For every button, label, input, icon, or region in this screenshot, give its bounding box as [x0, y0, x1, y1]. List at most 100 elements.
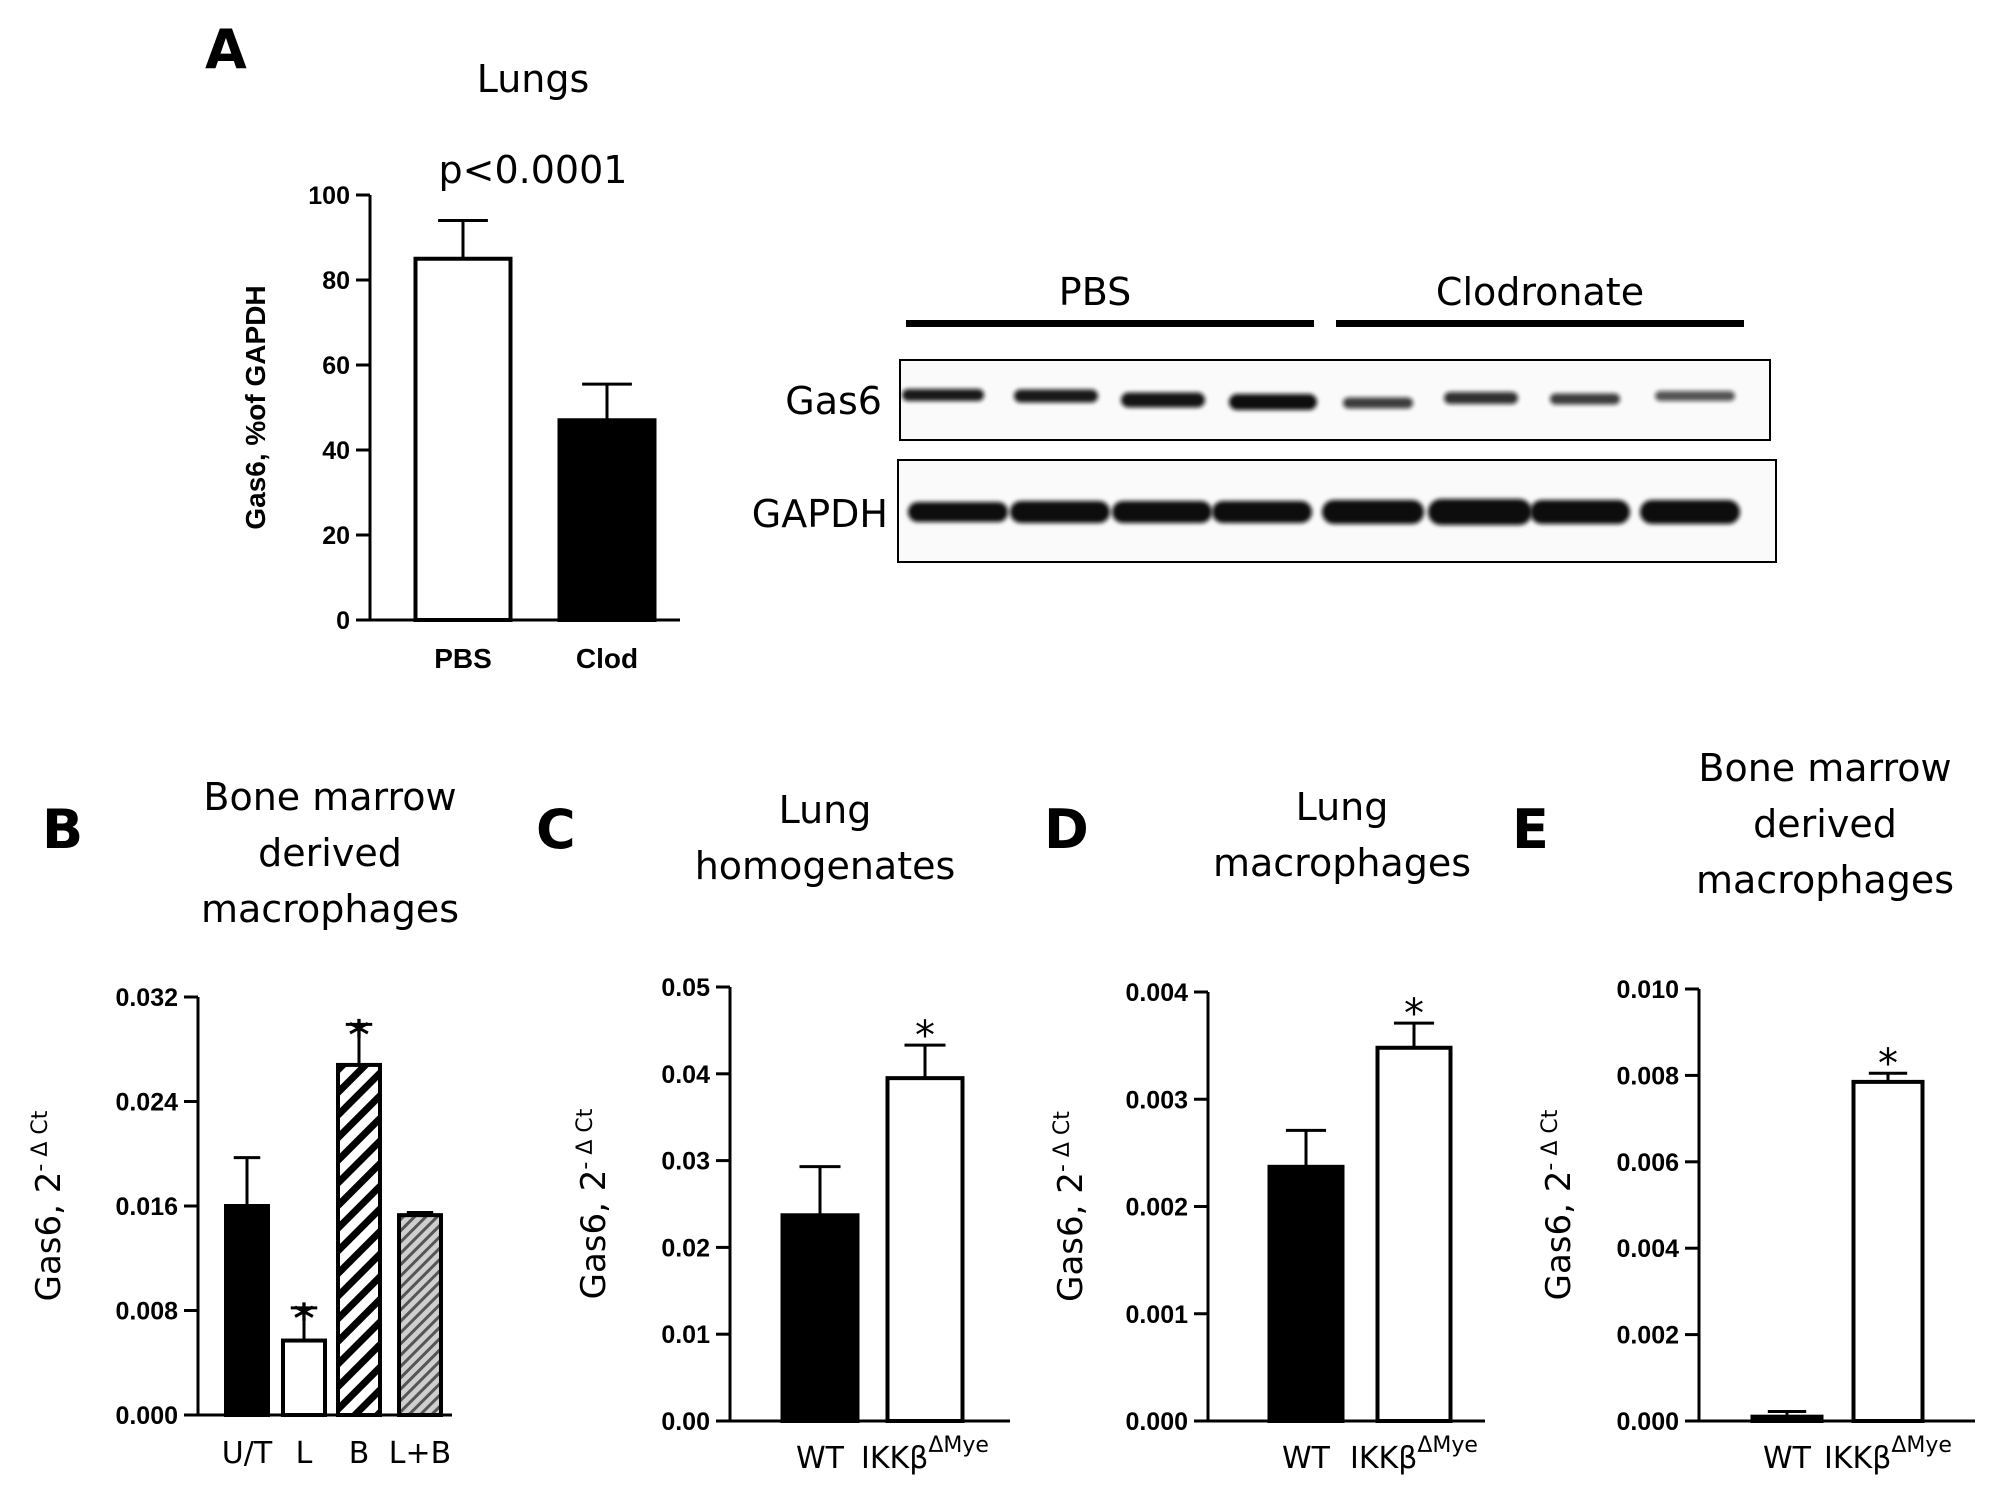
bar [224, 1204, 270, 1417]
gapdh-band [1640, 500, 1740, 524]
y-tick-label: 0.010 [1616, 976, 1679, 1004]
gas6-band [1343, 397, 1413, 409]
x-category-label: Clod [576, 643, 638, 674]
y-tick-label: 100 [308, 182, 350, 210]
chart-title: Bone marrow [203, 775, 456, 819]
x-category-label: IKKβΔMye [1824, 1433, 1952, 1476]
y-axis-label: Gas6, %of GAPDH [240, 285, 271, 529]
panel-letter-e: E [1512, 798, 1549, 861]
bar [1375, 1045, 1453, 1424]
chart-panel-a: Lungs p<0.0001 0 20 40 60 80 100 Gas6, %of GAPDH… [240, 57, 680, 674]
blot-bands [902, 389, 1740, 525]
blot-group-bar [906, 320, 1314, 327]
blot-group-label: PBS [1059, 270, 1131, 314]
y-tick-label: 60 [322, 352, 350, 380]
gapdh-band [1212, 501, 1312, 523]
western-blot: PBS Clodronate Gas6 GAPDH [752, 270, 1777, 563]
chart-title: macrophages [201, 887, 459, 931]
y-axis-label: Gas6, 2- Δ Ct [1050, 1111, 1091, 1302]
gas6-band [1121, 392, 1205, 408]
panel-letter-c: C [536, 798, 576, 861]
bar [413, 256, 513, 622]
gapdh-band [1530, 500, 1630, 524]
x-category-label: U/T [222, 1436, 273, 1471]
blot-group-bar [1336, 320, 1744, 327]
blot-row-label: Gas6 [785, 379, 882, 423]
y-tick-label: 0.000 [115, 1402, 178, 1430]
y-tick-label: 0.003 [1125, 1086, 1188, 1114]
chart-panel-e: Bone marrow derived macrophages 0.000 0.002 0… [1538, 746, 1975, 1476]
chart-title: macrophages [1213, 841, 1471, 885]
y-axis-label: Gas6, 2- Δ Ct [573, 1108, 614, 1299]
blot-row-label: GAPDH [752, 492, 888, 536]
y-tick-label: 0.024 [115, 1089, 178, 1117]
gas6-band [1550, 393, 1620, 405]
chart-title: derived [1753, 802, 1897, 846]
gas6-band [1014, 389, 1098, 403]
p-value-annotation: p<0.0001 [439, 148, 628, 192]
bar [397, 1213, 443, 1418]
bar [281, 1338, 327, 1417]
y-tick-label: 0 [336, 607, 350, 635]
y-tick-label: 0.00 [661, 1408, 710, 1436]
y-tick-label: 0.001 [1125, 1301, 1188, 1329]
bar [557, 418, 657, 622]
y-tick-label: 0.032 [115, 984, 178, 1012]
y-tick-label: 0.02 [661, 1234, 710, 1262]
x-category-label: IKKβΔMye [1350, 1433, 1478, 1476]
x-category-label: L+B [389, 1436, 451, 1471]
y-tick-label: 0.01 [661, 1321, 710, 1349]
gas6-band [1229, 394, 1317, 410]
x-category-label: WT [1763, 1441, 1812, 1476]
bar [885, 1076, 965, 1423]
bar [780, 1213, 860, 1424]
bar [1750, 1414, 1824, 1424]
panel-letter-d: D [1044, 798, 1089, 861]
significance-marker: * [349, 1012, 370, 1058]
gapdh-band [1322, 500, 1424, 524]
x-category-label: WT [796, 1441, 845, 1476]
gapdh-band [908, 502, 1008, 522]
bar [1851, 1079, 1925, 1423]
gas6-band [1655, 391, 1735, 401]
chart-title: macrophages [1696, 858, 1954, 902]
gas6-band [902, 389, 984, 401]
x-category-label: WT [1282, 1441, 1331, 1476]
x-category-label: L [296, 1436, 313, 1471]
y-tick-label: 0.004 [1616, 1235, 1679, 1263]
y-tick-label: 0.03 [661, 1148, 710, 1176]
x-category-label: B [349, 1436, 370, 1471]
y-tick-label: 0.008 [115, 1298, 178, 1326]
chart-title: derived [258, 831, 402, 875]
chart-panel-c: Lung homogenates 0.00 0.01 0.02 0.03 0.04 0.05 G… [573, 788, 1010, 1476]
x-category-label: IKKβΔMye [861, 1433, 989, 1476]
y-tick-label: 0.000 [1125, 1408, 1188, 1436]
chart-title: Bone marrow [1698, 746, 1951, 790]
panel-letter-b: B [42, 798, 83, 861]
y-tick-label: 0.002 [1616, 1322, 1679, 1350]
y-tick-label: 0.006 [1616, 1149, 1679, 1177]
y-tick-label: 0.05 [661, 974, 710, 1002]
y-tick-label: 0.000 [1616, 1408, 1679, 1436]
significance-marker: * [1404, 991, 1424, 1037]
chart-panel-d: Lung macrophages 0.000 0.001 0.002 0.003 0.004… [1050, 785, 1485, 1476]
chart-title: Lungs [477, 57, 590, 101]
y-axis-label: Gas6, 2- Δ Ct [28, 1110, 69, 1301]
y-tick-label: 80 [322, 267, 350, 295]
y-tick-label: 0.016 [115, 1193, 178, 1221]
y-tick-label: 20 [322, 522, 350, 550]
chart-title: Lung [1296, 785, 1389, 829]
bar [1267, 1164, 1345, 1423]
y-tick-label: 0.04 [661, 1061, 710, 1089]
gas6-band [1444, 392, 1518, 404]
gapdh-band [1112, 501, 1212, 523]
y-tick-label: 0.008 [1616, 1062, 1679, 1090]
y-tick-label: 0.002 [1125, 1194, 1188, 1222]
gapdh-band [1428, 499, 1532, 525]
blot-group-label: Clodronate [1436, 270, 1644, 314]
y-tick-label: 0.004 [1125, 979, 1188, 1007]
significance-marker: * [1878, 1041, 1898, 1087]
significance-marker: * [915, 1013, 935, 1059]
gapdh-band [1010, 501, 1110, 523]
